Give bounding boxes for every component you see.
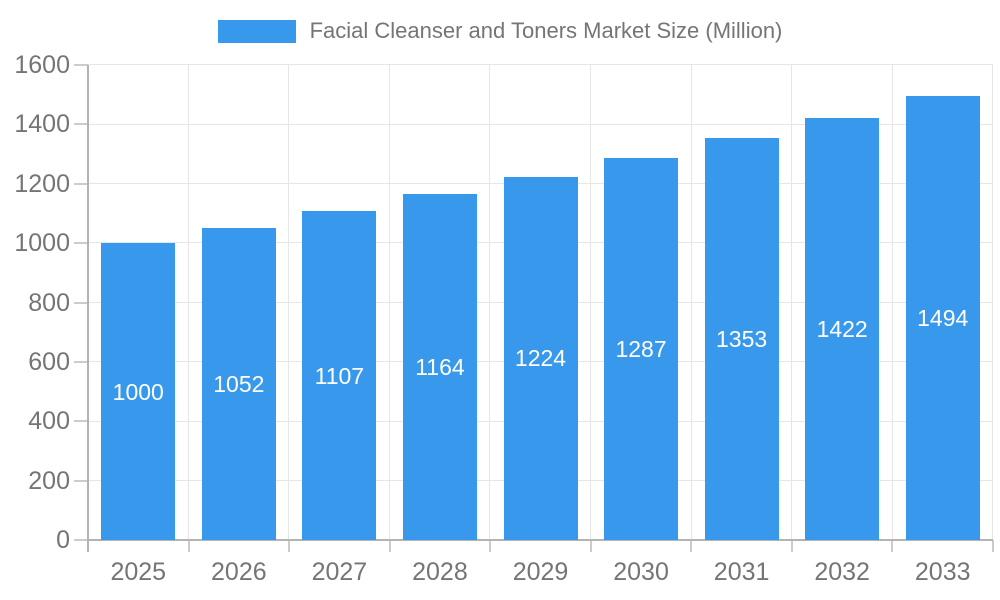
- bar-value-label: 1494: [917, 305, 969, 332]
- x-axis-label: 2033: [914, 558, 971, 586]
- x-axis-label: 2031: [713, 558, 770, 586]
- y-axis-label: 1000: [14, 229, 70, 258]
- x-gridline: [891, 65, 893, 540]
- y-axis-label: 0: [56, 526, 70, 554]
- y-axis-tick: [74, 64, 88, 66]
- y-axis-label: 1600: [14, 51, 70, 79]
- bar-value-label: 1353: [716, 326, 768, 353]
- bar-value-label: 1000: [112, 378, 164, 405]
- bar: [704, 138, 779, 540]
- x-gridline: [590, 65, 592, 540]
- x-axis-tick: [992, 540, 994, 552]
- y-axis-label: 800: [28, 288, 70, 317]
- y-axis-tick: [74, 420, 88, 423]
- y-axis-label: 400: [28, 407, 70, 436]
- x-axis-tick: [690, 540, 693, 552]
- x-axis-label: 2026: [211, 558, 267, 586]
- x-axis-label: 2032: [814, 558, 870, 586]
- y-axis-label: 1200: [14, 169, 70, 198]
- y-axis-label: 200: [28, 466, 70, 495]
- y-axis-label: 1400: [14, 110, 70, 139]
- bar: [201, 227, 276, 540]
- chart-legend: Facial Cleanser and Toners Market Size (…: [0, 18, 1000, 44]
- bar: [101, 243, 176, 540]
- bar: [805, 117, 880, 540]
- y-axis-line: [87, 65, 89, 552]
- y-axis-tick: [74, 539, 88, 541]
- x-gridline: [690, 65, 692, 540]
- legend-series-label: Facial Cleanser and Toners Market Size (…: [309, 18, 783, 43]
- bar-value-label: 1287: [615, 335, 667, 362]
- y-axis-tick: [74, 360, 88, 363]
- y-axis-tick: [74, 242, 88, 245]
- x-axis-label: 2029: [512, 558, 569, 586]
- legend-swatch-icon: [217, 19, 296, 43]
- x-gridline: [791, 65, 793, 540]
- bar-value-label: 1422: [816, 315, 868, 342]
- bar-value-label: 1107: [314, 362, 365, 389]
- bar: [302, 211, 377, 540]
- y-axis-tick: [74, 301, 88, 304]
- y-axis-label: 600: [28, 347, 70, 376]
- x-axis-tick: [891, 540, 894, 552]
- bar: [402, 194, 477, 540]
- x-axis-tick: [790, 540, 793, 552]
- y-axis-tick: [74, 182, 88, 185]
- x-axis-line: [88, 539, 993, 541]
- bar: [905, 96, 980, 540]
- x-gridline: [187, 65, 189, 540]
- y-axis-tick: [74, 123, 88, 126]
- y-axis-tick: [74, 479, 88, 482]
- x-gridline: [489, 65, 491, 540]
- x-axis-tick: [589, 540, 592, 552]
- bar-value-label: 1224: [514, 345, 567, 372]
- x-axis-label: 2028: [412, 558, 468, 586]
- x-axis-tick: [288, 540, 291, 552]
- x-gridline: [388, 65, 390, 540]
- bar: [604, 157, 679, 540]
- bar: [503, 176, 578, 540]
- x-gridline: [992, 65, 994, 540]
- y-gridline: [88, 64, 993, 66]
- bar-value-label: 1052: [213, 370, 265, 397]
- legend-item[interactable]: Facial Cleanser and Toners Market Size (…: [217, 18, 783, 44]
- x-axis-tick: [187, 540, 190, 552]
- x-axis-tick: [489, 540, 492, 552]
- y-gridline: [88, 123, 993, 125]
- x-axis-label: 2030: [613, 558, 669, 586]
- x-axis-tick: [388, 540, 391, 552]
- x-gridline: [288, 65, 290, 540]
- bar-value-label: 1164: [415, 354, 465, 381]
- x-axis-label: 2027: [311, 558, 368, 586]
- x-axis-label: 2025: [110, 558, 167, 586]
